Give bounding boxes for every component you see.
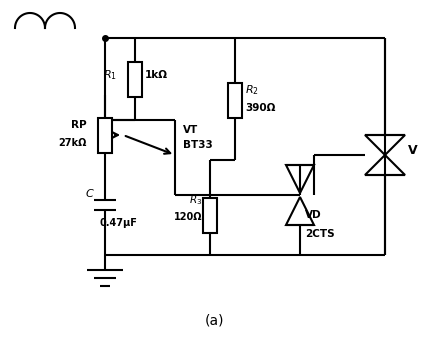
Text: 27kΩ: 27kΩ: [59, 138, 87, 148]
Text: (a): (a): [204, 313, 224, 327]
Text: 0.47μF: 0.47μF: [100, 218, 138, 228]
Text: RP: RP: [71, 120, 87, 130]
Text: V: V: [408, 143, 417, 157]
Text: $R_3$: $R_3$: [189, 193, 202, 207]
Bar: [128, 62, 142, 96]
Bar: [98, 118, 112, 152]
Text: VT: VT: [183, 125, 198, 135]
Text: $C$: $C$: [85, 187, 95, 199]
Text: 1kΩ: 1kΩ: [145, 70, 168, 80]
Text: $R_2$: $R_2$: [245, 83, 259, 97]
Text: $R_1$: $R_1$: [103, 68, 117, 82]
Bar: [203, 198, 217, 232]
Text: VD: VD: [305, 210, 322, 220]
Bar: [228, 82, 242, 118]
Text: 390Ω: 390Ω: [245, 103, 275, 113]
Text: 2CTS: 2CTS: [305, 229, 335, 239]
Text: BT33: BT33: [183, 140, 213, 150]
Text: 120Ω: 120Ω: [173, 212, 202, 222]
